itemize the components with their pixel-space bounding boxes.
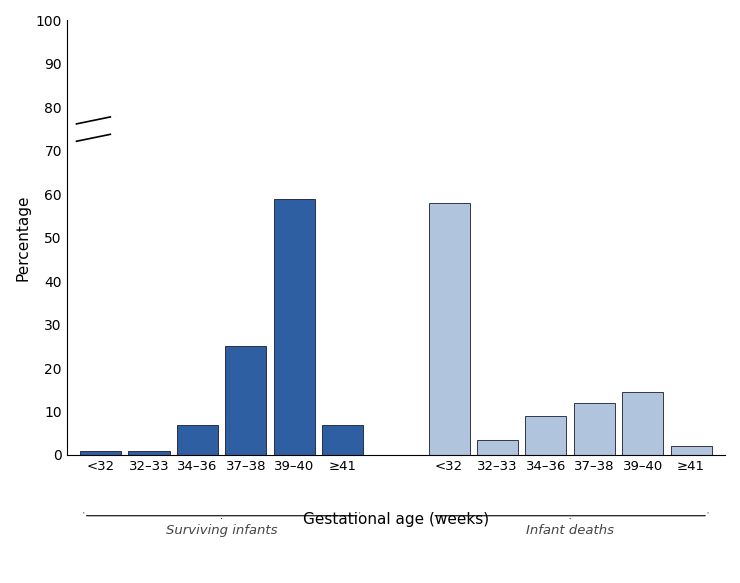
Bar	[322, 424, 363, 455]
Bar	[274, 199, 314, 455]
Y-axis label: Percentage: Percentage	[15, 195, 30, 281]
Bar	[72, 112, 115, 146]
Bar	[574, 403, 615, 455]
Bar	[80, 451, 121, 455]
Bar	[477, 440, 518, 455]
Bar	[225, 346, 266, 455]
Bar	[129, 451, 169, 455]
Text: Infant deaths: Infant deaths	[526, 524, 614, 536]
Bar	[428, 203, 470, 455]
Bar	[670, 446, 712, 455]
Bar	[177, 424, 218, 455]
X-axis label: Gestational age (weeks): Gestational age (weeks)	[303, 512, 489, 526]
Bar	[622, 392, 663, 455]
Text: Surviving infants: Surviving infants	[166, 524, 278, 536]
Bar	[525, 416, 567, 455]
